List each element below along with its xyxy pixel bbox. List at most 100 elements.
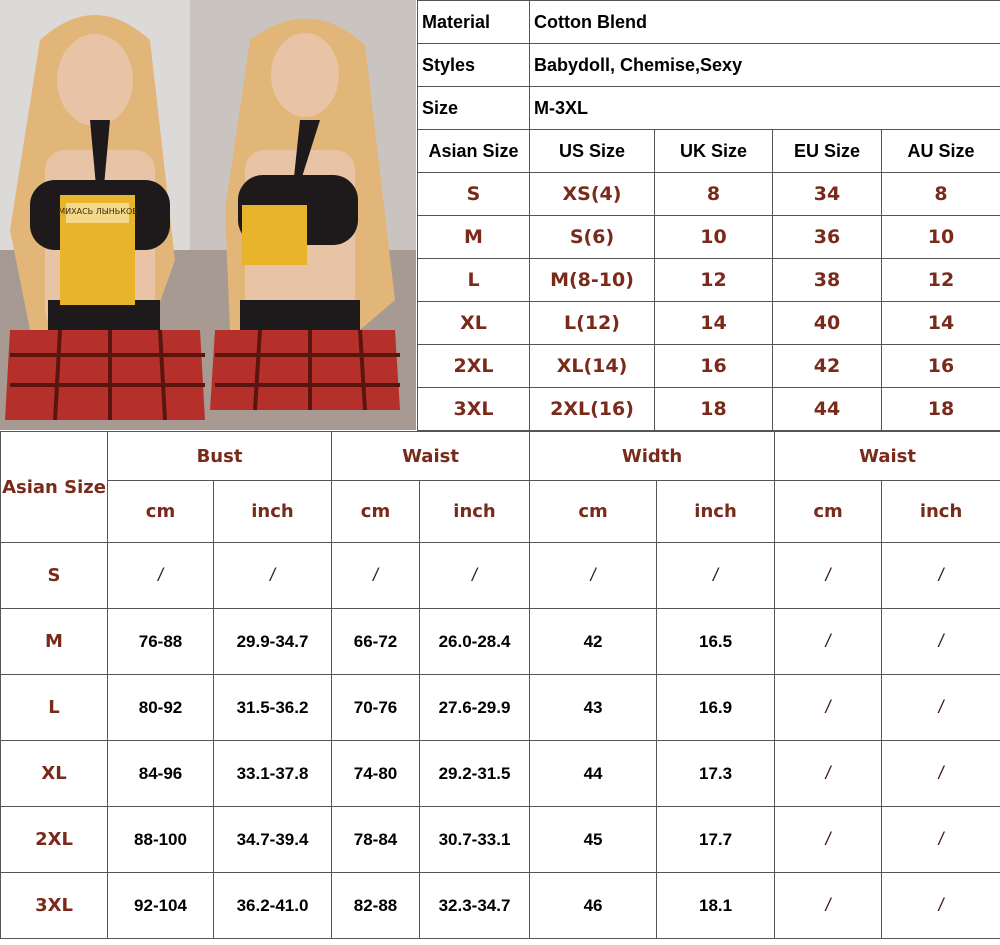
- size-cell: M: [0, 608, 108, 675]
- header-cell: AU Size: [880, 129, 1000, 173]
- measurement-cell: 16.5: [656, 608, 776, 675]
- spec-value: Cotton Blend: [528, 0, 1000, 44]
- measurement-cell: /: [774, 608, 883, 675]
- spec-value: M-3XL: [528, 86, 1000, 130]
- measurement-cell: /: [774, 740, 883, 807]
- measurement-cell: 34.7-39.4: [212, 806, 333, 873]
- converted-size-cell: 10: [880, 215, 1000, 259]
- measurement-cell: 44: [529, 740, 658, 807]
- spec-and-size-table: Material Cotton Blend Styles Babydoll, C…: [417, 0, 1000, 431]
- header-cell: US Size: [529, 129, 655, 173]
- size-cell: 3XL: [0, 872, 108, 939]
- measurement-cell: /: [881, 542, 1000, 609]
- measurement-cell: 80-92: [107, 674, 214, 741]
- size-cell: M: [417, 215, 530, 259]
- measurement-cell: /: [419, 542, 531, 609]
- table-row: S XS(4) 8 34 8: [417, 172, 1000, 216]
- measurement-cell: /: [529, 542, 658, 609]
- measurement-table: Asian Size Bust Waist Width Waist cm inc…: [0, 431, 1000, 939]
- measurement-cell: 46: [529, 872, 658, 939]
- table-row: 2XL XL(14) 16 42 16: [417, 344, 1000, 388]
- converted-size-cell: 40: [772, 301, 882, 345]
- measurement-cell: 16.9: [656, 674, 776, 741]
- converted-size-cell: 14: [880, 301, 1000, 345]
- measurement-cell: 27.6-29.9: [419, 674, 531, 741]
- table-row: S / / / / / / / /: [0, 542, 1000, 609]
- size-conversion-header: Asian Size US Size UK Size EU Size AU Si…: [417, 129, 1000, 173]
- model-left: [5, 15, 205, 421]
- converted-size-cell: 34: [772, 172, 882, 216]
- measurement-cell: 88-100: [107, 806, 214, 873]
- converted-size-cell: 10: [654, 215, 773, 259]
- size-cell: 2XL: [417, 344, 530, 388]
- measurement-cell: /: [107, 542, 214, 609]
- size-cell: L: [417, 258, 530, 302]
- unit-cell: inch: [419, 480, 531, 543]
- group-width-header: Width: [529, 431, 776, 481]
- converted-size-cell: 16: [880, 344, 1000, 388]
- size-cell: S: [417, 172, 530, 216]
- unit-cell: cm: [107, 480, 214, 543]
- converted-size-cell: 36: [772, 215, 882, 259]
- measurement-cell: /: [881, 740, 1000, 807]
- measurement-cell: /: [331, 542, 421, 609]
- size-cell: XL: [417, 301, 530, 345]
- table-row: L M(8-10) 12 38 12: [417, 258, 1000, 302]
- size-cell: 3XL: [417, 387, 530, 431]
- converted-size-cell: 12: [880, 258, 1000, 302]
- size-cell: S: [0, 542, 108, 609]
- size-cell: L: [0, 674, 108, 741]
- measurement-cell: /: [212, 542, 333, 609]
- measurement-cell: 92-104: [107, 872, 214, 939]
- spec-label: Size: [417, 86, 530, 130]
- product-photo: МИХАСЬ ЛЫНЬКОВ: [0, 0, 416, 430]
- converted-size-cell: S(6): [529, 215, 655, 259]
- converted-size-cell: 38: [772, 258, 882, 302]
- measurement-cell: 18.1: [656, 872, 776, 939]
- measurement-cell: 84-96: [107, 740, 214, 807]
- group-waist-header: Waist: [331, 431, 531, 481]
- model-right: [210, 18, 400, 411]
- group-waist-2-header: Waist: [774, 431, 1000, 481]
- unit-cell: inch: [656, 480, 776, 543]
- measurement-cell: /: [881, 674, 1000, 741]
- measurement-cell: /: [774, 542, 883, 609]
- measurement-cell: 42: [529, 608, 658, 675]
- header-cell: UK Size: [654, 129, 773, 173]
- measurement-cell: 17.7: [656, 806, 776, 873]
- measurement-cell: 29.2-31.5: [419, 740, 531, 807]
- measurement-cell: 33.1-37.8: [212, 740, 333, 807]
- spec-row-size: Size M-3XL: [417, 86, 1000, 130]
- measurement-cell: 17.3: [656, 740, 776, 807]
- converted-size-cell: XL(14): [529, 344, 655, 388]
- header-cell: EU Size: [772, 129, 882, 173]
- table-row: 3XL 92-104 36.2-41.0 82-88 32.3-34.7 46 18.1//: [0, 872, 1000, 939]
- converted-size-cell: 42: [772, 344, 882, 388]
- measurement-cell: 66-72: [331, 608, 421, 675]
- measurement-cell: /: [881, 608, 1000, 675]
- measurement-cell: 29.9-34.7: [212, 608, 333, 675]
- measurement-cell: 78-84: [331, 806, 421, 873]
- converted-size-cell: 18: [654, 387, 773, 431]
- group-bust-header: Bust: [106, 431, 333, 481]
- measurement-cell: /: [774, 674, 883, 741]
- spec-value: Babydoll, Chemise,Sexy: [528, 43, 1000, 87]
- measurement-cell: /: [881, 806, 1000, 873]
- spec-label: Styles: [417, 43, 530, 87]
- measurement-cell: /: [774, 806, 883, 873]
- measurement-cell: 31.5-36.2: [212, 674, 333, 741]
- measurement-cell: 26.0-28.4: [419, 608, 531, 675]
- measurement-cell: 30.7-33.1: [419, 806, 531, 873]
- converted-size-cell: 8: [654, 172, 773, 216]
- measurement-cell: 70-76: [331, 674, 421, 741]
- measurement-cell: /: [881, 872, 1000, 939]
- spec-row-material: Material Cotton Blend: [417, 0, 1000, 44]
- measurement-cell: 32.3-34.7: [419, 872, 531, 939]
- unit-cell: cm: [774, 480, 883, 543]
- measurement-cell: 82-88: [331, 872, 421, 939]
- unit-cell: cm: [529, 480, 658, 543]
- converted-size-cell: 8: [880, 172, 1000, 216]
- unit-cell: inch: [881, 480, 1000, 543]
- measurement-cell: 76-88: [107, 608, 214, 675]
- spec-label: Material: [417, 0, 530, 44]
